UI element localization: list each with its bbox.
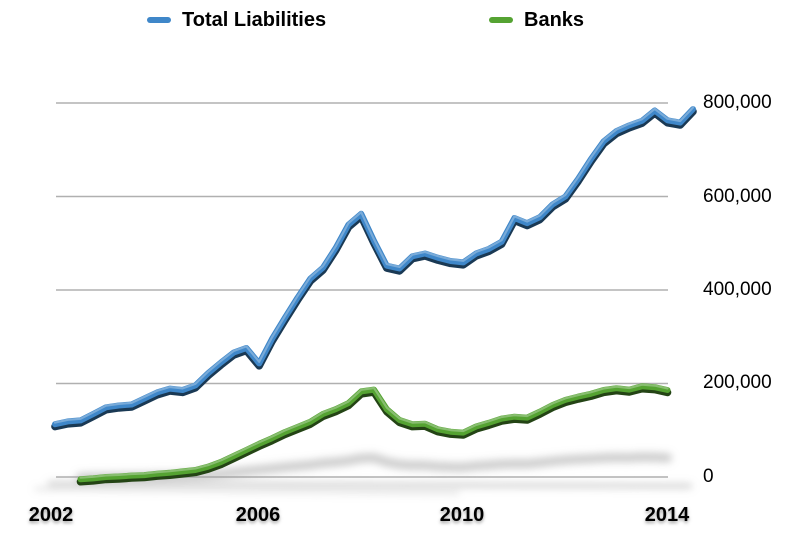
- x-axis-tick-2006: 2006: [235, 504, 281, 526]
- series-line-banks: [76, 383, 672, 486]
- x-axis-tick-2002: 2002: [28, 504, 74, 526]
- total-liabilities-highlight: [53, 106, 695, 424]
- series-line-total-liabilities: [51, 106, 697, 431]
- chart-legend: Total Liabilities Banks: [0, 0, 802, 40]
- legend-swatch-banks-icon: [489, 17, 513, 23]
- y-axis-tick-600000: 600,000: [703, 186, 772, 207]
- y-axis-tick-800000: 800,000: [703, 92, 772, 113]
- legend-item-total-liabilities: Total Liabilities: [147, 6, 326, 34]
- banks-highlight: [79, 383, 669, 479]
- x-axis-tick-2014: 2014: [644, 504, 690, 526]
- total-liabilities-underside: [51, 107, 697, 431]
- legend-item-banks: Banks: [489, 6, 584, 34]
- legend-swatch-total-liabilities-icon: [147, 17, 171, 23]
- axis-shadow: [47, 481, 693, 489]
- x-axis-tick-2010: 2010: [439, 504, 485, 526]
- y-axis-tick-0: 0: [703, 466, 714, 487]
- y-axis-tick-400000: 400,000: [703, 279, 772, 300]
- y-axis-tick-200000: 200,000: [703, 372, 772, 393]
- legend-label-total-liabilities: Total Liabilities: [182, 9, 327, 31]
- axis-shadow-2: [34, 487, 460, 495]
- banks-underside: [76, 384, 672, 486]
- legend-label-banks: Banks: [524, 9, 585, 31]
